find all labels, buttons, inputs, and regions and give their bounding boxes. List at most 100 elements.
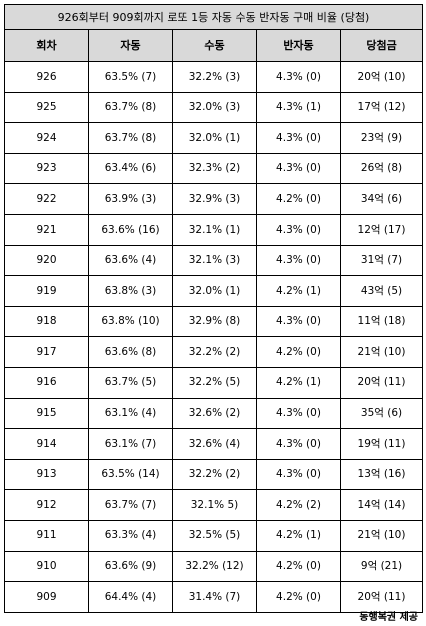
table-row: 920 63.6% (4) 32.1% (3) 4.3% (0) 31억 (7) [4, 244, 424, 277]
cell-prize: 20억 (11) [339, 366, 424, 399]
cell-semi-auto: 4.3% (0) [256, 244, 341, 277]
cell-auto: 63.7% (7) [88, 489, 173, 521]
header-semi-auto: 반자동 [256, 29, 341, 62]
cell-auto: 63.6% (9) [88, 550, 173, 583]
cell-semi-auto: 4.2% (1) [256, 366, 341, 399]
cell-auto: 64.4% (4) [88, 581, 173, 613]
cell-prize: 17억 (12) [339, 91, 424, 124]
cell-prize: 14억 (14) [339, 489, 424, 521]
table-row: 922 63.9% (3) 32.9% (3) 4.2% (0) 34억 (6) [4, 183, 424, 215]
cell-round: 917 [4, 336, 89, 368]
cell-semi-auto: 4.2% (1) [256, 275, 341, 307]
cell-auto: 63.6% (16) [88, 213, 173, 246]
cell-semi-auto: 4.3% (0) [256, 122, 341, 154]
cell-semi-auto: 4.2% (1) [256, 519, 341, 552]
cell-manual: 32.3% (2) [172, 152, 257, 185]
cell-prize: 9억 (21) [339, 550, 424, 583]
cell-prize: 21억 (10) [339, 336, 424, 368]
cell-round: 926 [4, 61, 89, 93]
table-row: 924 63.7% (8) 32.0% (1) 4.3% (0) 23억 (9) [4, 122, 424, 154]
table-row: 910 63.6% (9) 32.2% (12) 4.2% (0) 9억 (21) [4, 550, 424, 583]
cell-manual: 32.2% (2) [172, 336, 257, 368]
cell-auto: 63.4% (6) [88, 152, 173, 185]
cell-prize: 34억 (6) [339, 183, 424, 215]
cell-prize: 35억 (6) [339, 397, 424, 430]
cell-auto: 63.7% (8) [88, 91, 173, 124]
cell-auto: 63.8% (10) [88, 305, 173, 338]
cell-semi-auto: 4.3% (0) [256, 61, 341, 93]
cell-round: 920 [4, 244, 89, 277]
cell-semi-auto: 4.3% (0) [256, 213, 341, 246]
lotto-purchase-ratio-table: 926회부터 909회까지 로또 1등 자동 수동 반자동 구매 비율 (당첨)… [3, 4, 424, 613]
cell-round: 910 [4, 550, 89, 583]
cell-manual: 32.2% (3) [172, 61, 257, 93]
cell-round: 922 [4, 183, 89, 215]
table-title-row: 926회부터 909회까지 로또 1등 자동 수동 반자동 구매 비율 (당첨) [3, 4, 424, 30]
header-prize: 당첨금 [339, 29, 424, 62]
cell-manual: 32.0% (1) [172, 275, 257, 307]
cell-auto: 63.1% (4) [88, 397, 173, 430]
table-row: 913 63.5% (14) 32.2% (2) 4.3% (0) 13억 (16) [4, 458, 424, 491]
cell-round: 918 [4, 305, 89, 338]
cell-semi-auto: 4.3% (0) [256, 152, 341, 185]
cell-round: 919 [4, 275, 89, 307]
cell-prize: 26억 (8) [339, 152, 424, 185]
cell-semi-auto: 4.3% (1) [256, 91, 341, 124]
cell-auto: 63.3% (4) [88, 519, 173, 552]
cell-manual: 32.9% (3) [172, 183, 257, 215]
cell-round: 911 [4, 519, 89, 552]
cell-manual: 32.6% (4) [172, 428, 257, 460]
cell-prize: 21억 (10) [339, 519, 424, 552]
cell-prize: 20억 (11) [339, 581, 424, 613]
cell-prize: 11억 (18) [339, 305, 424, 338]
table-row: 926 63.5% (7) 32.2% (3) 4.3% (0) 20억 (10) [4, 61, 424, 93]
cell-prize: 23억 (9) [339, 122, 424, 154]
table-row: 914 63.1% (7) 32.6% (4) 4.3% (0) 19억 (11) [4, 428, 424, 460]
table-row: 923 63.4% (6) 32.3% (2) 4.3% (0) 26억 (8) [4, 152, 424, 185]
table-row: 915 63.1% (4) 32.6% (2) 4.3% (0) 35억 (6) [4, 397, 424, 430]
table-title: 926회부터 909회까지 로또 1등 자동 수동 반자동 구매 비율 (당첨) [3, 4, 424, 30]
header-auto: 자동 [88, 29, 173, 62]
table-row: 919 63.8% (3) 32.0% (1) 4.2% (1) 43억 (5) [4, 275, 424, 307]
cell-semi-auto: 4.2% (0) [256, 183, 341, 215]
cell-semi-auto: 4.2% (2) [256, 489, 341, 521]
cell-manual: 32.6% (2) [172, 397, 257, 430]
cell-auto: 63.5% (7) [88, 61, 173, 93]
cell-manual: 32.2% (5) [172, 366, 257, 399]
cell-auto: 63.1% (7) [88, 428, 173, 460]
cell-auto: 63.7% (8) [88, 122, 173, 154]
cell-round: 909 [4, 581, 89, 613]
cell-round: 925 [4, 91, 89, 124]
table-row: 925 63.7% (8) 32.0% (3) 4.3% (1) 17억 (12) [4, 91, 424, 124]
cell-manual: 32.1% 5) [172, 489, 257, 521]
header-round: 회차 [4, 29, 89, 62]
cell-prize: 31억 (7) [339, 244, 424, 277]
cell-manual: 32.1% (3) [172, 244, 257, 277]
cell-auto: 63.5% (14) [88, 458, 173, 491]
cell-prize: 19억 (11) [339, 428, 424, 460]
cell-semi-auto: 4.3% (0) [256, 397, 341, 430]
cell-manual: 32.1% (1) [172, 213, 257, 246]
cell-round: 924 [4, 122, 89, 154]
cell-prize: 13억 (16) [339, 458, 424, 491]
cell-semi-auto: 4.3% (0) [256, 428, 341, 460]
cell-round: 923 [4, 152, 89, 185]
cell-auto: 63.6% (8) [88, 336, 173, 368]
source-credit: 동행복권 제공 [359, 612, 418, 623]
cell-manual: 32.5% (5) [172, 519, 257, 552]
cell-manual: 32.2% (2) [172, 458, 257, 491]
cell-semi-auto: 4.2% (0) [256, 336, 341, 368]
cell-round: 913 [4, 458, 89, 491]
table-row: 912 63.7% (7) 32.1% 5) 4.2% (2) 14억 (14) [4, 489, 424, 521]
cell-manual: 31.4% (7) [172, 581, 257, 613]
table-row: 909 64.4% (4) 31.4% (7) 4.2% (0) 20억 (11) [4, 581, 424, 613]
cell-round: 916 [4, 366, 89, 399]
table-row: 921 63.6% (16) 32.1% (1) 4.3% (0) 12억 (17) [4, 213, 424, 246]
cell-manual: 32.0% (3) [172, 91, 257, 124]
cell-prize: 20억 (10) [339, 61, 424, 93]
cell-prize: 43억 (5) [339, 275, 424, 307]
cell-manual: 32.9% (8) [172, 305, 257, 338]
cell-manual: 32.2% (12) [172, 550, 257, 583]
cell-round: 912 [4, 489, 89, 521]
